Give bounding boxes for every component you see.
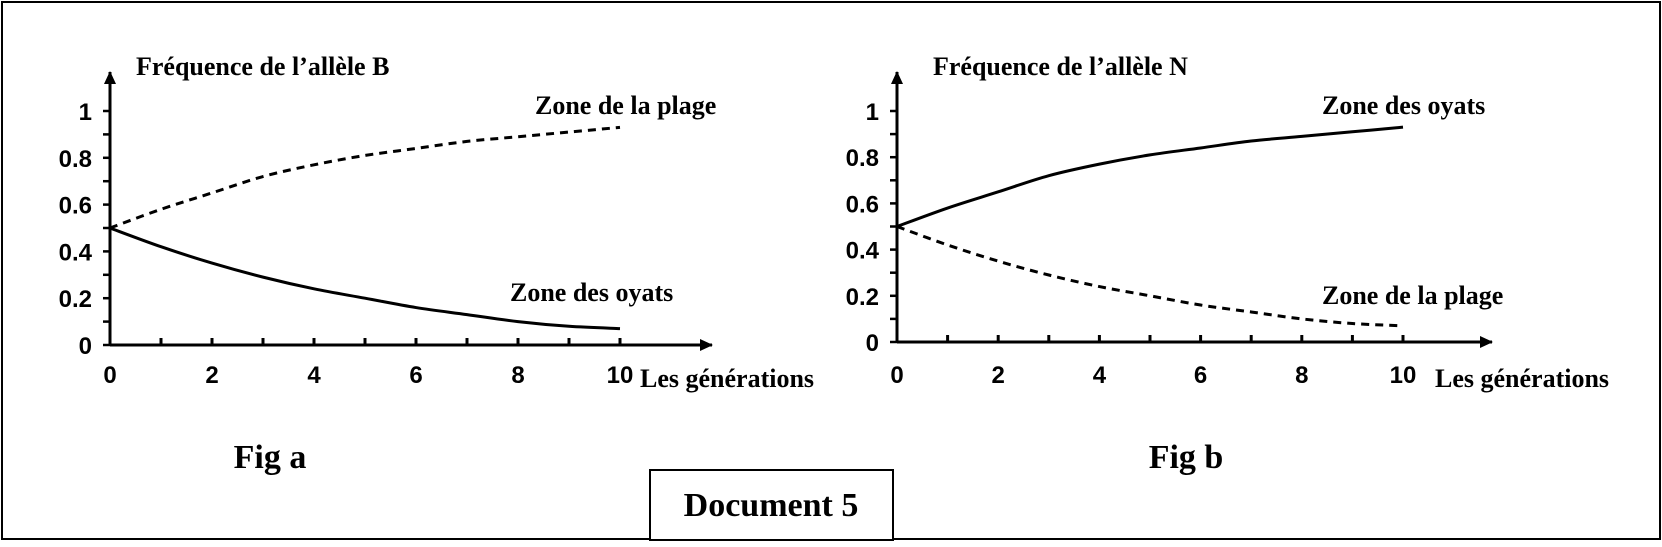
document-label: Document 5: [684, 487, 859, 524]
x-tick-label: 6: [409, 362, 422, 389]
y-axis-label: Fréquence de l’allèle N: [933, 52, 1188, 81]
figure-label: Fig a: [234, 439, 307, 476]
x-tick-label: 0: [103, 362, 116, 389]
y-tick-label: 0.4: [59, 239, 93, 266]
y-tick-label: 0: [866, 330, 879, 357]
y-tick-label: 0.2: [59, 286, 92, 313]
x-tick-label: 4: [307, 362, 321, 389]
series-label: Zone de la plage: [1322, 281, 1503, 310]
x-axis-label: Les générations: [640, 364, 814, 393]
series-line-dashed: [896, 225, 1404, 328]
x-tick-label: 8: [1295, 362, 1308, 389]
series-line-dashed: [109, 125, 621, 230]
document-label-box: [649, 469, 894, 541]
y-tick-label: 1: [79, 99, 92, 126]
y-tick-label: 0.6: [846, 191, 879, 218]
y-tick-label: 0.8: [59, 146, 92, 173]
y-axis-label: Fréquence de l’allèle B: [136, 52, 389, 81]
x-tick-label: 8: [511, 362, 524, 389]
series-line-solid: [109, 226, 621, 331]
y-tick-label: 0: [79, 333, 92, 360]
x-tick-label: 2: [992, 362, 1005, 389]
y-tick-label: 1: [866, 99, 879, 126]
series-line-solid: [896, 125, 1404, 228]
chart-fig-a: 0 2 4 6 8 10 0 0.2 0.4 0.6 0.8 1 Fréquence de l’allè…: [59, 52, 814, 476]
x-tick-label: 6: [1194, 362, 1207, 389]
x-tick-label: 4: [1093, 362, 1107, 389]
y-tick-label: 0.2: [846, 284, 879, 311]
series-label: Zone de la plage: [535, 91, 716, 120]
x-tick-label: 10: [1390, 362, 1417, 389]
x-tick-label: 0: [890, 362, 903, 389]
chart-fig-b: 0 2 4 6 8 10 0 0.2 0.4 0.6 0.8 1 Fréquence de l’allè…: [846, 52, 1609, 476]
figure-label: Fig b: [1149, 439, 1224, 476]
x-axis-label: Les générations: [1435, 364, 1609, 393]
x-tick-label: 2: [205, 362, 218, 389]
series-label: Zone des oyats: [1322, 91, 1485, 120]
series-label: Zone des oyats: [510, 278, 673, 307]
x-tick-label: 10: [607, 362, 634, 389]
y-tick-label: 0.4: [846, 238, 880, 265]
y-tick-label: 0.8: [846, 145, 879, 172]
y-tick-label: 0.6: [59, 193, 92, 220]
